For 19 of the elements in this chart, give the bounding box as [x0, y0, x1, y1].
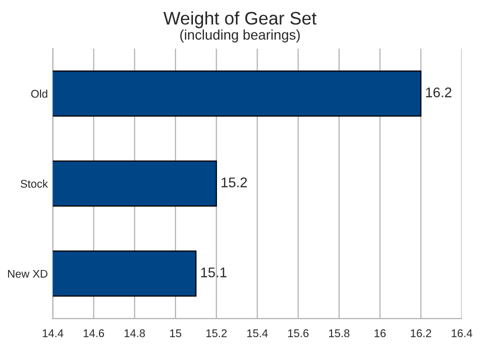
y-tick-label: Stock — [20, 180, 48, 188]
x-tick-label: 16 — [374, 329, 386, 338]
x-tick-label: 14.4 — [42, 329, 64, 338]
x-tick-label: 16.4 — [452, 329, 472, 338]
x-tick-label: 16.2 — [410, 329, 432, 338]
x-tick-label: 14.6 — [84, 329, 104, 338]
y-tick-label: Old — [31, 90, 48, 98]
x-tick-label: 15.4 — [247, 329, 268, 338]
x-tick-label: 15.2 — [206, 329, 227, 338]
data-label: 16.2 — [426, 87, 452, 98]
chart-subtitle: (including bearings) — [180, 30, 300, 42]
data-label: 15.2 — [222, 177, 247, 188]
x-tick-label: 14.8 — [124, 329, 145, 338]
x-tick-label: 15.8 — [329, 329, 350, 338]
chart-title: Weight of Gear Set — [163, 11, 316, 28]
data-label: 15.1 — [201, 268, 226, 278]
y-tick-label: New XD — [8, 270, 48, 278]
x-tick-label: 15 — [170, 329, 182, 338]
x-tick-label: 15.6 — [288, 329, 308, 338]
